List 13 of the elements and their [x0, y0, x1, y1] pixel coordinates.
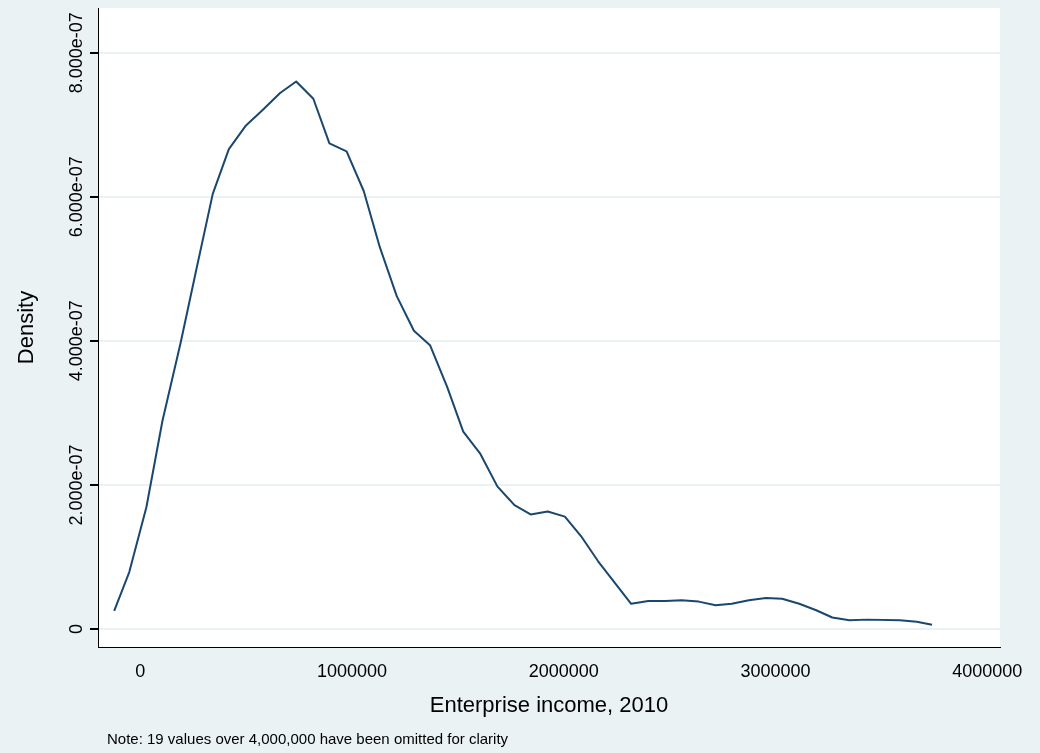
- y-axis-title: Density: [13, 290, 39, 365]
- text: Note: 19 values over 4,000,000 have been omitted for clarity: [107, 729, 509, 747]
- x-tick-label: 4000000: [952, 660, 1023, 681]
- y-tick-label: 0: [65, 623, 86, 634]
- x-axis-title: Enterprise income, 2010: [429, 691, 669, 717]
- y-tick-label: 6.000e-07: [65, 156, 86, 238]
- y-tick-label: 8.000e-07: [65, 12, 86, 94]
- x-tick-label: 3000000: [740, 660, 811, 681]
- x-tick-label: 0: [135, 660, 146, 681]
- x-tick-label: 1000000: [317, 660, 388, 681]
- y-tick-label: 2.000e-07: [65, 444, 86, 526]
- y-tick-label: 4.000e-07: [65, 300, 86, 382]
- x-tick-label: 2000000: [528, 660, 599, 681]
